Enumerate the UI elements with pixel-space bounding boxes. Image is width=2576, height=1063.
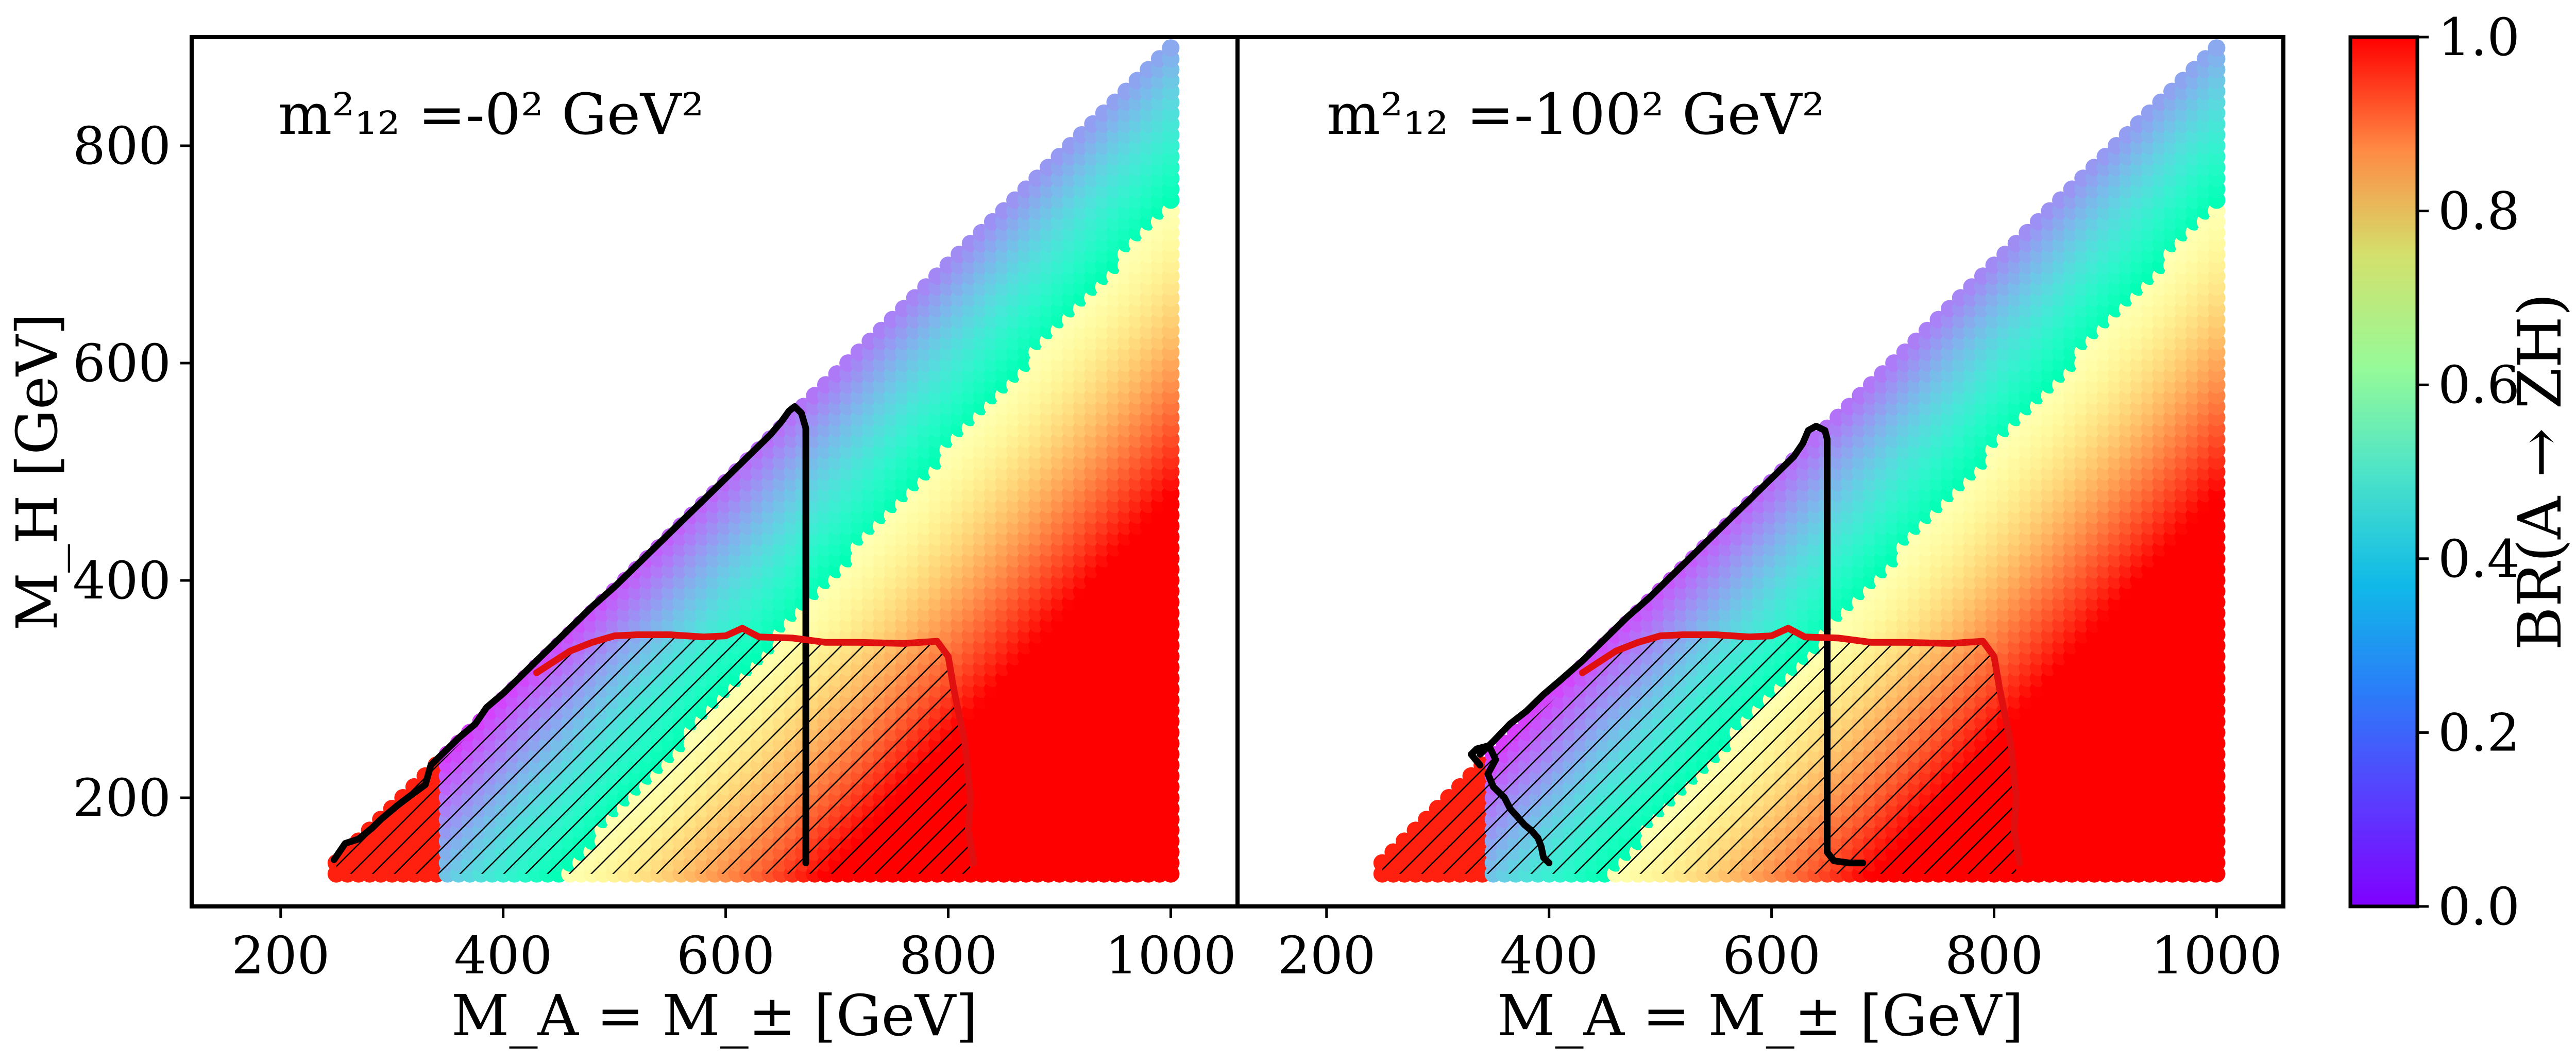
hatch-region-left — [336, 628, 971, 874]
y-tick-label: 600 — [73, 333, 171, 393]
x-tick-label: 400 — [454, 925, 552, 986]
y-tick-label: 200 — [73, 768, 171, 828]
panel-right: 200 400 600 800 1000 m²₁₂ =-100² GeV² — [1235, 35, 2285, 986]
axis-ticks-left: 200 400 600 800 1000 200 400 600 800 — [73, 116, 1236, 986]
panel-annotation-left: m²₁₂ =-0² GeV² — [278, 81, 704, 147]
y-tick-label: 400 — [73, 551, 171, 611]
contours-left — [330, 403, 977, 867]
x-tick-label: 200 — [231, 925, 330, 986]
scan-point — [1162, 39, 1180, 57]
x-tick-label: 600 — [676, 925, 775, 986]
x-tick-label: 800 — [899, 925, 997, 986]
y-tick-label: 800 — [73, 116, 171, 176]
panel-left: 200 400 600 800 1000 200 400 600 800 m²₁₂ =-0² G… — [73, 35, 1240, 986]
x-tick-label: 1000 — [1105, 925, 1236, 986]
contour-black — [330, 403, 809, 867]
hatch-red-hatch — [336, 765, 437, 874]
contour-red — [533, 625, 977, 867]
hatch-main-hatch — [436, 628, 971, 874]
